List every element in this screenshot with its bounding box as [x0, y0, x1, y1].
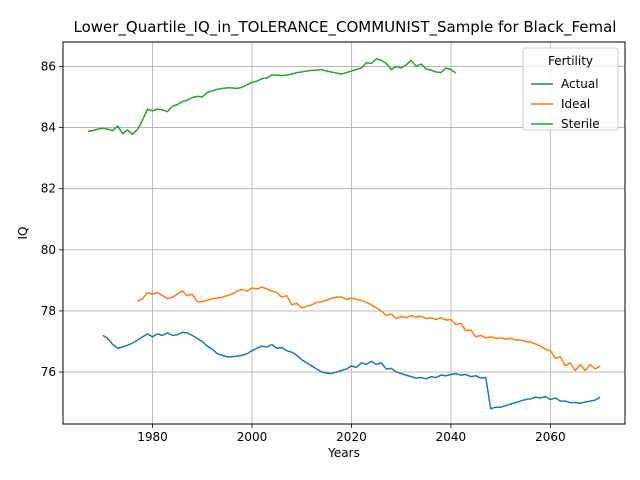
legend-title: Fertility: [548, 54, 593, 68]
x-tick-label: 2060: [535, 430, 566, 444]
legend-box: [522, 47, 619, 131]
x-axis-label: Years: [327, 446, 360, 460]
legend-label-ideal: Ideal: [561, 97, 590, 111]
x-axis: 1980 2000 2020 2040 2060: [137, 424, 566, 444]
series-line-sterile: [87, 58, 457, 136]
y-tick-label: 84: [41, 121, 56, 135]
legend: Fertility Actual Ideal Sterile: [522, 47, 619, 131]
y-tick-label: 86: [41, 59, 56, 73]
y-tick-label: 82: [41, 182, 56, 196]
y-axis: 76 78 80 82 84 86: [41, 59, 63, 379]
series-line-ideal: [137, 286, 601, 372]
y-axis-label: IQ: [16, 227, 30, 240]
legend-label-actual: Actual: [561, 77, 599, 91]
legend-label-sterile: Sterile: [561, 117, 600, 131]
plot-frame: [62, 41, 626, 425]
chart-title: Lower_Quartile_IQ_in_TOLERANCE_COMMUNIST…: [74, 18, 617, 37]
x-tick-label: 2040: [436, 430, 467, 444]
y-tick-label: 78: [41, 304, 56, 318]
x-tick-label: 2000: [237, 430, 268, 444]
x-tick-label: 2020: [336, 430, 367, 444]
x-tick-label: 1980: [137, 430, 168, 444]
series-lines: [87, 58, 601, 410]
y-tick-label: 76: [41, 365, 56, 379]
series-line-actual: [102, 331, 601, 410]
y-tick-label: 80: [41, 243, 56, 257]
